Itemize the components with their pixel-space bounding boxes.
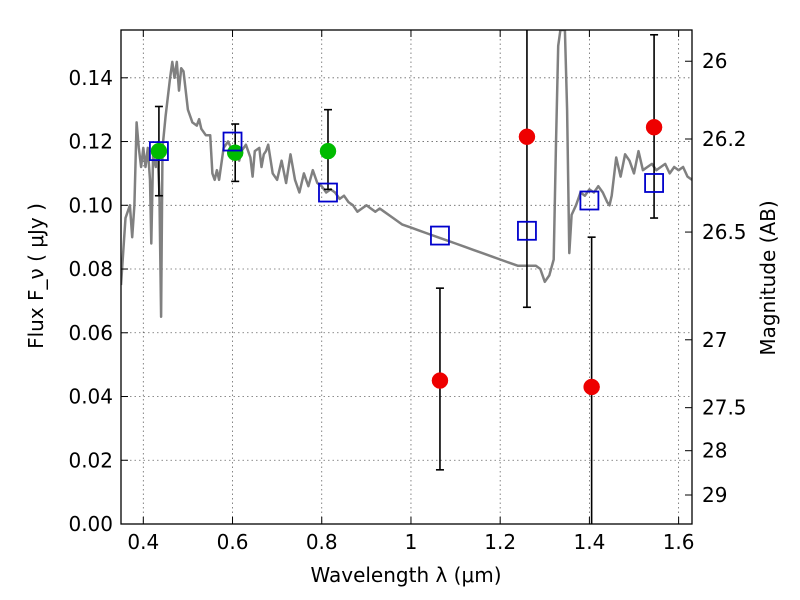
- data-point-square: [149, 141, 169, 162]
- data-point-square: [579, 190, 600, 211]
- plot-frame: [120, 29, 693, 525]
- data-point-green: [150, 142, 168, 160]
- y-tick-label: 0.06: [68, 321, 113, 345]
- y-tick-label: 0.14: [68, 66, 113, 90]
- y2-tick-label: 27.5: [702, 396, 747, 420]
- y-tick-label: 0.02: [68, 448, 113, 472]
- x-tick-label: 1: [405, 530, 418, 554]
- y2-tick-label: 29: [702, 483, 727, 507]
- y-tick-label: 0.10: [68, 193, 113, 217]
- data-point-square: [430, 225, 450, 246]
- grid: [121, 30, 692, 524]
- y-tick-label: 0.08: [68, 257, 113, 281]
- x-tick-label: 1.2: [484, 530, 516, 554]
- clipped-plot-group: [121, 30, 692, 524]
- data-point-square: [644, 173, 664, 193]
- plot-area: [121, 30, 692, 524]
- y-tick-label: 0.04: [68, 385, 113, 409]
- axes: 0.4 0.6 0.8 1 1.2 1.4 1.6 0.00 0.02 0.04 0.06 0.08 0…: [68, 29, 747, 554]
- data-point-square: [222, 131, 243, 152]
- data-point-green: [319, 142, 337, 160]
- data-point-square: [517, 220, 537, 241]
- y2-tick-label: 28: [702, 439, 727, 463]
- y2-tick-label: 26.2: [702, 127, 747, 151]
- model-spectrum-line: [121, 30, 692, 319]
- y-axis-title: Flux F_ν ( μJy ): [24, 203, 48, 349]
- data-point-square: [318, 182, 338, 203]
- x-tick-label: 1.4: [573, 530, 605, 554]
- y-tick-label: 0.12: [68, 130, 113, 154]
- data-point-red: [645, 118, 663, 136]
- y2-tick-label: 26.5: [702, 220, 747, 244]
- x-tick-label: 1.6: [663, 530, 695, 554]
- y2-axis-title: Magnitude (AB): [756, 200, 780, 355]
- data-point-red: [431, 372, 449, 389]
- y2-tick-label: 27: [702, 328, 727, 352]
- y-tick-label: 0.00: [68, 512, 113, 536]
- data-point-red: [583, 378, 600, 396]
- x-tick-label: 0.6: [217, 530, 249, 554]
- x-axis-title: Wavelength λ (μm): [310, 563, 501, 587]
- x-tick-label: 0.8: [306, 530, 338, 554]
- data-point-red: [518, 128, 536, 146]
- x-tick-label: 0.4: [127, 530, 159, 554]
- data-point-green: [226, 144, 244, 161]
- y2-tick-label: 26: [702, 49, 727, 73]
